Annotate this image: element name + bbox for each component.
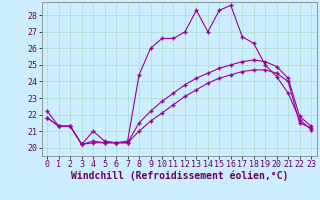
X-axis label: Windchill (Refroidissement éolien,°C): Windchill (Refroidissement éolien,°C) [70,171,288,181]
